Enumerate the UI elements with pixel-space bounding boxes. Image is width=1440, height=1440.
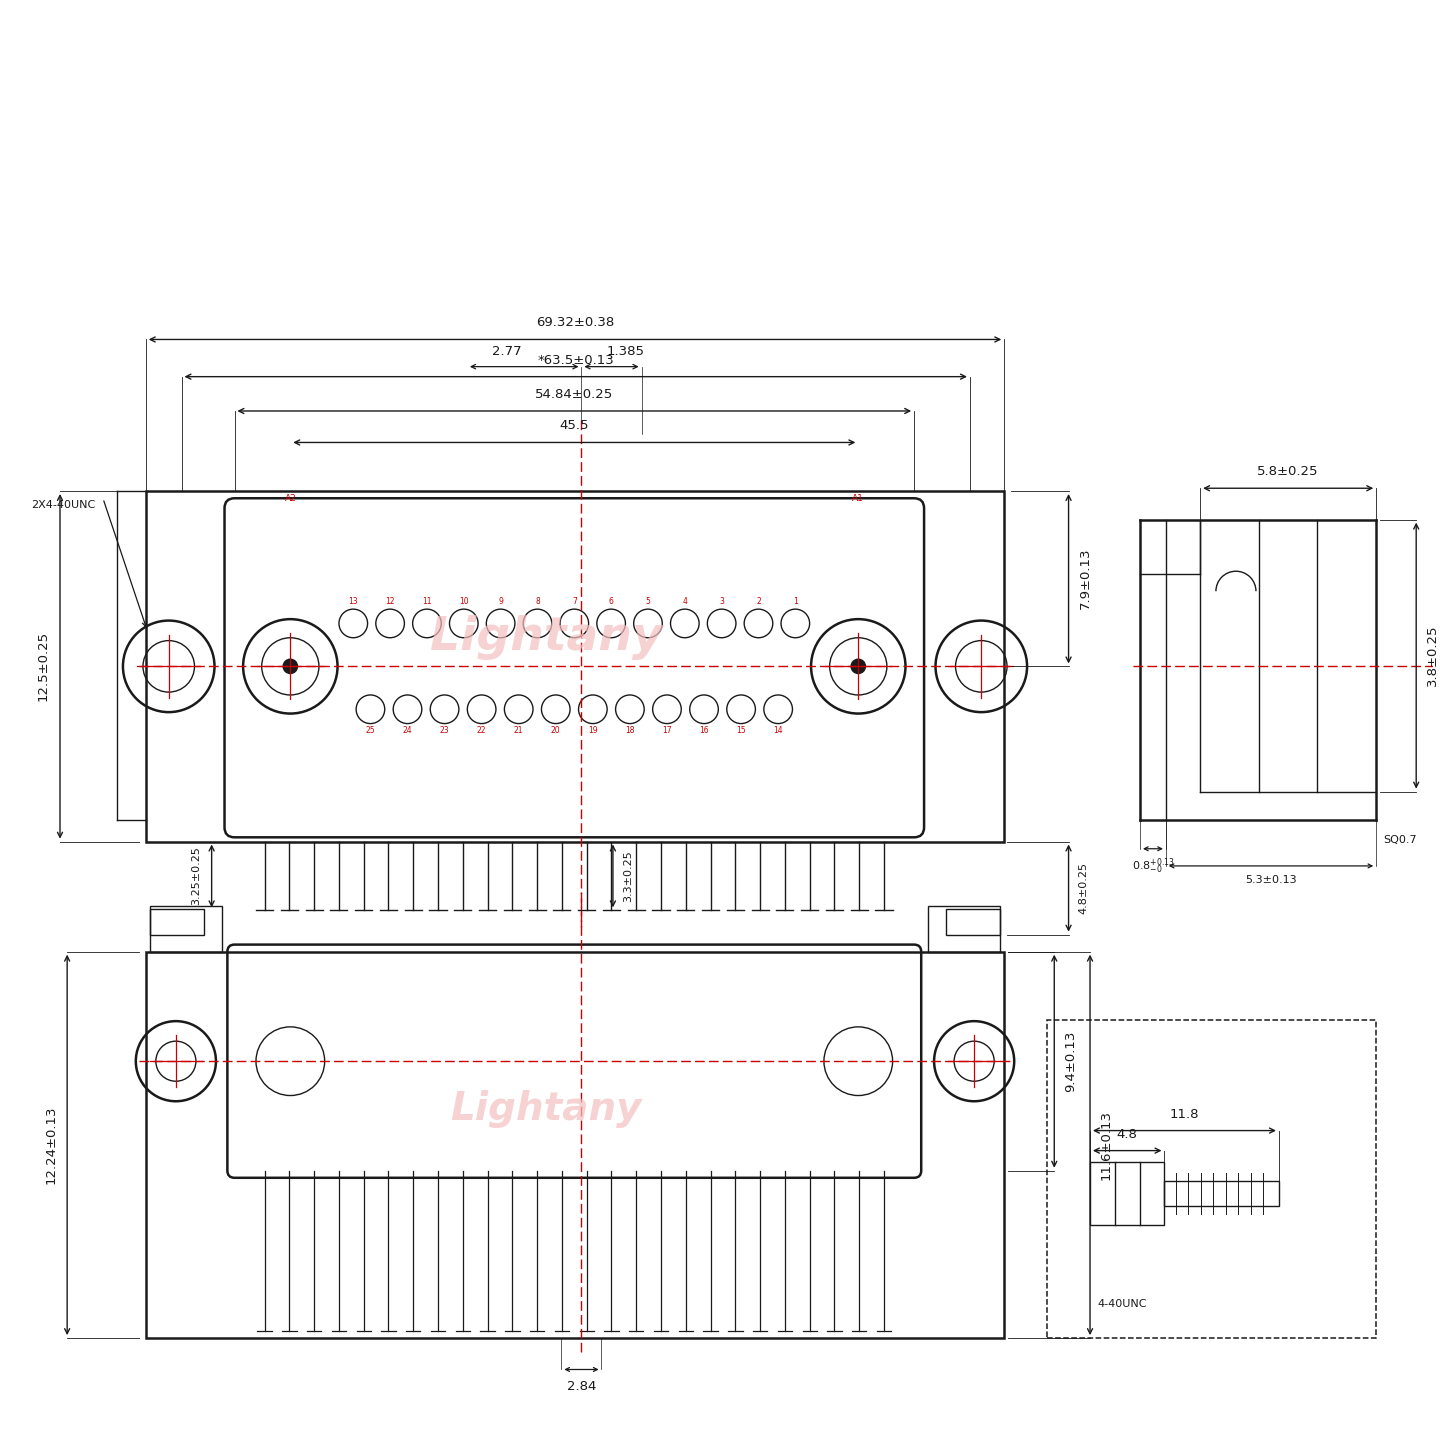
Bar <box>150 906 222 952</box>
Text: SQ0.7: SQ0.7 <box>1384 835 1417 845</box>
Text: 20: 20 <box>552 726 560 736</box>
Text: 2.84: 2.84 <box>567 1380 596 1392</box>
Text: 25: 25 <box>366 726 376 736</box>
Text: 16: 16 <box>700 726 708 736</box>
Bar <box>1090 1162 1165 1225</box>
Text: 18: 18 <box>625 726 635 736</box>
Text: 6: 6 <box>609 598 613 606</box>
Text: 1: 1 <box>793 598 798 606</box>
Text: 11.6±0.13: 11.6±0.13 <box>1100 1110 1113 1179</box>
Text: 3.3±0.25: 3.3±0.25 <box>624 850 634 901</box>
Text: 9.4±0.13: 9.4±0.13 <box>1064 1031 1077 1092</box>
Bar <box>145 952 1004 1338</box>
Text: *63.5±0.13: *63.5±0.13 <box>537 354 613 367</box>
Text: 4: 4 <box>683 598 687 606</box>
Text: A1: A1 <box>852 494 864 503</box>
Text: 3.25±0.25: 3.25±0.25 <box>192 847 202 906</box>
Text: 22: 22 <box>477 726 487 736</box>
Bar <box>145 491 1004 841</box>
Text: 3: 3 <box>719 598 724 606</box>
Text: 14: 14 <box>773 726 783 736</box>
Circle shape <box>851 660 865 674</box>
Text: 10: 10 <box>459 598 468 606</box>
Bar <box>929 906 999 952</box>
Text: 5: 5 <box>645 598 651 606</box>
Text: 54.84±0.25: 54.84±0.25 <box>536 387 613 400</box>
Text: 2.77: 2.77 <box>492 346 521 359</box>
Text: 7: 7 <box>572 598 577 606</box>
Text: 11.8: 11.8 <box>1169 1107 1200 1120</box>
Text: 17: 17 <box>662 726 672 736</box>
Text: 9: 9 <box>498 598 503 606</box>
Text: 5.8±0.25: 5.8±0.25 <box>1257 465 1319 478</box>
Bar <box>150 909 204 935</box>
Text: 12.5±0.25: 12.5±0.25 <box>37 631 50 701</box>
Text: 12.24±0.13: 12.24±0.13 <box>45 1106 58 1184</box>
Text: 19: 19 <box>588 726 598 736</box>
Text: 12: 12 <box>386 598 395 606</box>
Text: A2: A2 <box>285 494 297 503</box>
Text: 1.385: 1.385 <box>606 346 645 359</box>
Text: 24: 24 <box>403 726 412 736</box>
Text: Lightany: Lightany <box>451 1090 642 1128</box>
Circle shape <box>284 660 298 674</box>
Text: 2: 2 <box>756 598 760 606</box>
Text: Lightany: Lightany <box>431 615 662 661</box>
Bar <box>946 909 999 935</box>
Text: 4.8: 4.8 <box>1117 1128 1138 1140</box>
Text: 21: 21 <box>514 726 524 736</box>
Text: 4.8±0.25: 4.8±0.25 <box>1079 863 1089 914</box>
Text: 0.8$^{+0.13}_{-0}$: 0.8$^{+0.13}_{-0}$ <box>1132 855 1175 876</box>
Text: 2X4-40UNC: 2X4-40UNC <box>32 501 95 510</box>
Text: 5.3±0.13: 5.3±0.13 <box>1246 874 1297 884</box>
Text: 11: 11 <box>422 598 432 606</box>
Text: 13: 13 <box>348 598 359 606</box>
Text: 4-40UNC: 4-40UNC <box>1097 1299 1146 1309</box>
Text: 3.8±0.25: 3.8±0.25 <box>1426 625 1439 687</box>
Text: 23: 23 <box>439 726 449 736</box>
Text: 15: 15 <box>736 726 746 736</box>
Bar <box>1165 1181 1279 1207</box>
Text: 8: 8 <box>536 598 540 606</box>
Text: 7.9±0.13: 7.9±0.13 <box>1079 549 1092 609</box>
Text: 45.5: 45.5 <box>560 419 589 432</box>
Text: 69.32±0.38: 69.32±0.38 <box>536 317 613 330</box>
